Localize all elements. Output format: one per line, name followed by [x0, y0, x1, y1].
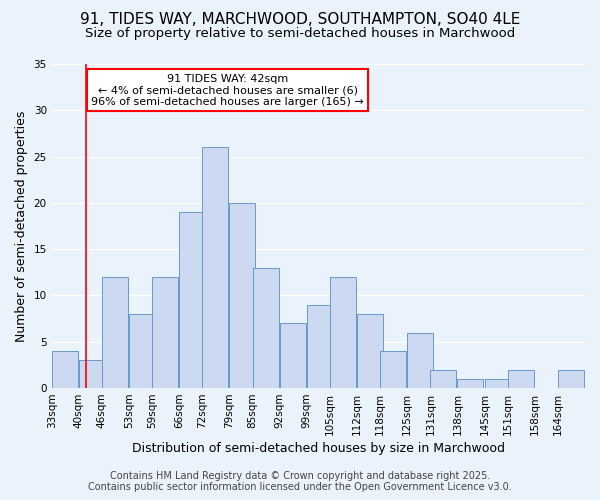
Bar	[407, 332, 433, 388]
Bar	[508, 370, 533, 388]
Bar	[152, 277, 178, 388]
Bar	[280, 324, 305, 388]
X-axis label: Distribution of semi-detached houses by size in Marchwood: Distribution of semi-detached houses by …	[132, 442, 505, 455]
Bar	[202, 148, 228, 388]
Bar	[129, 314, 155, 388]
Bar	[558, 370, 584, 388]
Text: Contains HM Land Registry data © Crown copyright and database right 2025.
Contai: Contains HM Land Registry data © Crown c…	[88, 471, 512, 492]
Y-axis label: Number of semi-detached properties: Number of semi-detached properties	[15, 110, 28, 342]
Bar	[457, 379, 484, 388]
Text: 91, TIDES WAY, MARCHWOOD, SOUTHAMPTON, SO40 4LE: 91, TIDES WAY, MARCHWOOD, SOUTHAMPTON, S…	[80, 12, 520, 28]
Bar	[229, 203, 256, 388]
Bar	[330, 277, 356, 388]
Text: 91 TIDES WAY: 42sqm
← 4% of semi-detached houses are smaller (6)
96% of semi-det: 91 TIDES WAY: 42sqm ← 4% of semi-detache…	[91, 74, 364, 107]
Bar	[485, 379, 511, 388]
Bar	[179, 212, 205, 388]
Bar	[52, 351, 77, 388]
Text: Size of property relative to semi-detached houses in Marchwood: Size of property relative to semi-detach…	[85, 28, 515, 40]
Bar	[357, 314, 383, 388]
Bar	[102, 277, 128, 388]
Bar	[253, 268, 278, 388]
Bar	[380, 351, 406, 388]
Bar	[79, 360, 104, 388]
Bar	[430, 370, 457, 388]
Bar	[307, 304, 332, 388]
